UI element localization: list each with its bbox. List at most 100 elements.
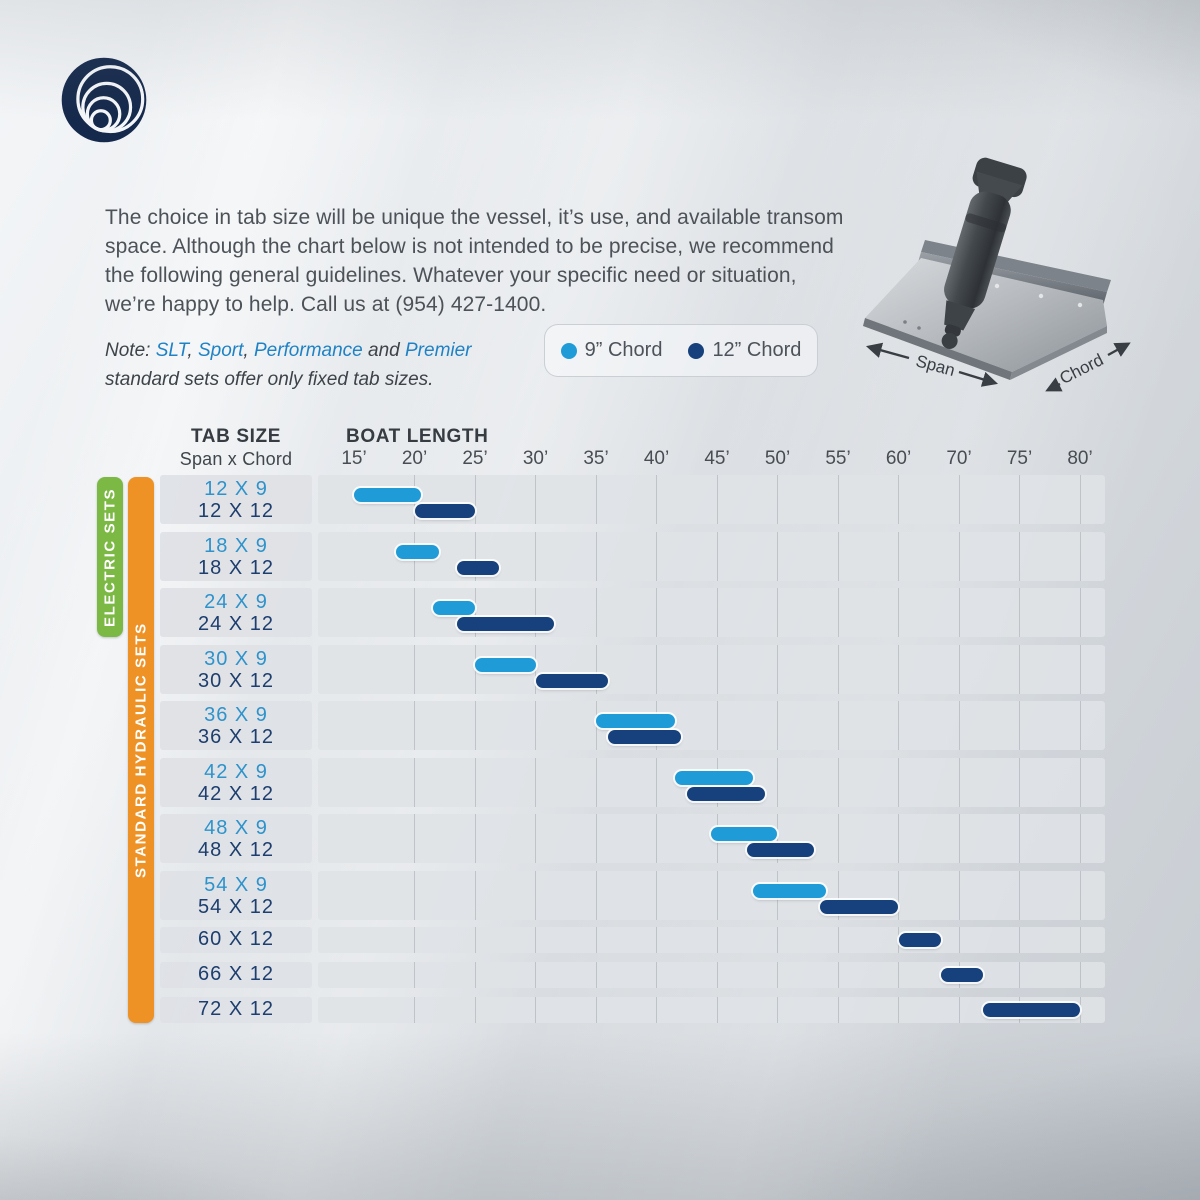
gridline: [837, 532, 839, 581]
gridline: [414, 871, 415, 920]
gridline: [898, 701, 899, 750]
gridline: [777, 645, 778, 694]
gridline: [837, 871, 839, 920]
tab-size-label: 30 X 9: [204, 648, 268, 670]
tab-size-label: 18 X 12: [198, 557, 274, 579]
tab-size-row-band: [160, 588, 312, 637]
gridline: [1079, 997, 1081, 1023]
gridline: [656, 997, 657, 1023]
gridline: [474, 758, 476, 807]
gridline: [595, 588, 597, 637]
axis-tick-label: 30’: [522, 448, 549, 469]
trim-tab-plate: [863, 240, 1111, 380]
gridline: [837, 475, 839, 524]
gridline: [958, 645, 960, 694]
gridline: [1079, 588, 1081, 637]
gridline: [1019, 645, 1020, 694]
range-bar-12in: [456, 561, 500, 575]
chart-row-band: [318, 962, 1105, 988]
axis-tick-label: 25’: [462, 448, 488, 469]
tab-size-label: 36 X 9: [204, 704, 268, 726]
axis-tick-label: 75’: [1006, 448, 1033, 469]
range-bar-9in: [710, 827, 778, 841]
gridline: [535, 962, 536, 988]
gridline: [716, 475, 718, 524]
note-separator: ,: [187, 340, 198, 361]
gridline: [1079, 962, 1081, 988]
note-prefix: Note:: [105, 340, 156, 361]
range-bar-12in: [686, 787, 766, 801]
gridline: [777, 927, 778, 953]
axis-tick-label: 80’: [1067, 448, 1093, 469]
note-model-performance: Performance: [253, 340, 363, 361]
gridline: [535, 997, 536, 1023]
gridline: [535, 475, 536, 524]
range-bar-9in: [432, 601, 475, 615]
axis-tick-label: 50’: [764, 448, 791, 469]
gridline: [1079, 701, 1081, 750]
gridline: [535, 758, 536, 807]
tab-size-row-band: [160, 997, 312, 1023]
gridline: [1079, 645, 1081, 694]
chart-row-band: [318, 927, 1105, 953]
range-bar-12in: [535, 674, 609, 688]
range-bar-12in: [819, 900, 899, 914]
tab-size-label: 24 X 12: [198, 613, 274, 635]
tab-size-label: 54 X 9: [204, 874, 268, 896]
gridline: [837, 814, 839, 863]
tab-size-row-band: [160, 814, 312, 863]
gridline: [595, 645, 597, 694]
gridline: [474, 645, 476, 694]
legend-item-12-chord: 12” Chord: [688, 339, 801, 362]
tab-size-label: 48 X 9: [204, 817, 268, 839]
range-bar-12in: [608, 730, 681, 744]
gridline: [777, 962, 778, 988]
actuator: [941, 157, 1027, 349]
tab-size-row-band: [160, 475, 312, 524]
note-separator: ,: [243, 340, 254, 361]
gridline: [1079, 927, 1081, 953]
gridline: [837, 645, 839, 694]
range-bar-9in: [753, 884, 826, 898]
gridline: [777, 475, 778, 524]
gridline: [777, 997, 778, 1023]
axis-tick-label: 20’: [401, 448, 428, 469]
gridline: [1019, 532, 1020, 581]
gridline: [716, 962, 718, 988]
gridline: [777, 814, 778, 863]
range-bar-9in: [596, 714, 675, 728]
gridline: [837, 758, 839, 807]
range-bar-12in: [456, 617, 554, 631]
gridline: [535, 532, 536, 581]
gridline: [656, 532, 657, 581]
gridline: [414, 588, 415, 637]
tab-size-row-band: [160, 962, 312, 988]
gridline: [474, 997, 476, 1023]
gridline: [958, 701, 960, 750]
axis-tick-label: 15’: [341, 448, 367, 469]
gridline: [958, 871, 960, 920]
legend-dot-9-chord: [560, 342, 577, 359]
legend-item-9-chord: 9” Chord: [560, 339, 662, 362]
gridline: [1079, 475, 1081, 524]
note-line2: standard sets offer only fixed tab sizes…: [105, 368, 434, 390]
gridline: [716, 927, 718, 953]
gridline: [595, 701, 597, 750]
tab-size-label: 42 X 12: [198, 783, 274, 805]
gridline: [535, 927, 536, 953]
gridline: [595, 871, 597, 920]
axis-tick-label: 60’: [885, 448, 912, 469]
chart-row-band: [318, 701, 1105, 750]
gridline: [1019, 701, 1020, 750]
tab-size-label: 12 X 9: [204, 478, 268, 500]
gridline: [837, 701, 839, 750]
chart-row-band: [318, 871, 1105, 920]
gridline: [1019, 814, 1020, 863]
tab-size-header: TAB SIZE: [191, 426, 281, 447]
gridline: [958, 475, 960, 524]
range-bar-9in: [475, 658, 536, 672]
axis-tick-label: 55’: [825, 448, 851, 469]
note-separator: and: [362, 340, 405, 361]
gridline: [1079, 814, 1081, 863]
